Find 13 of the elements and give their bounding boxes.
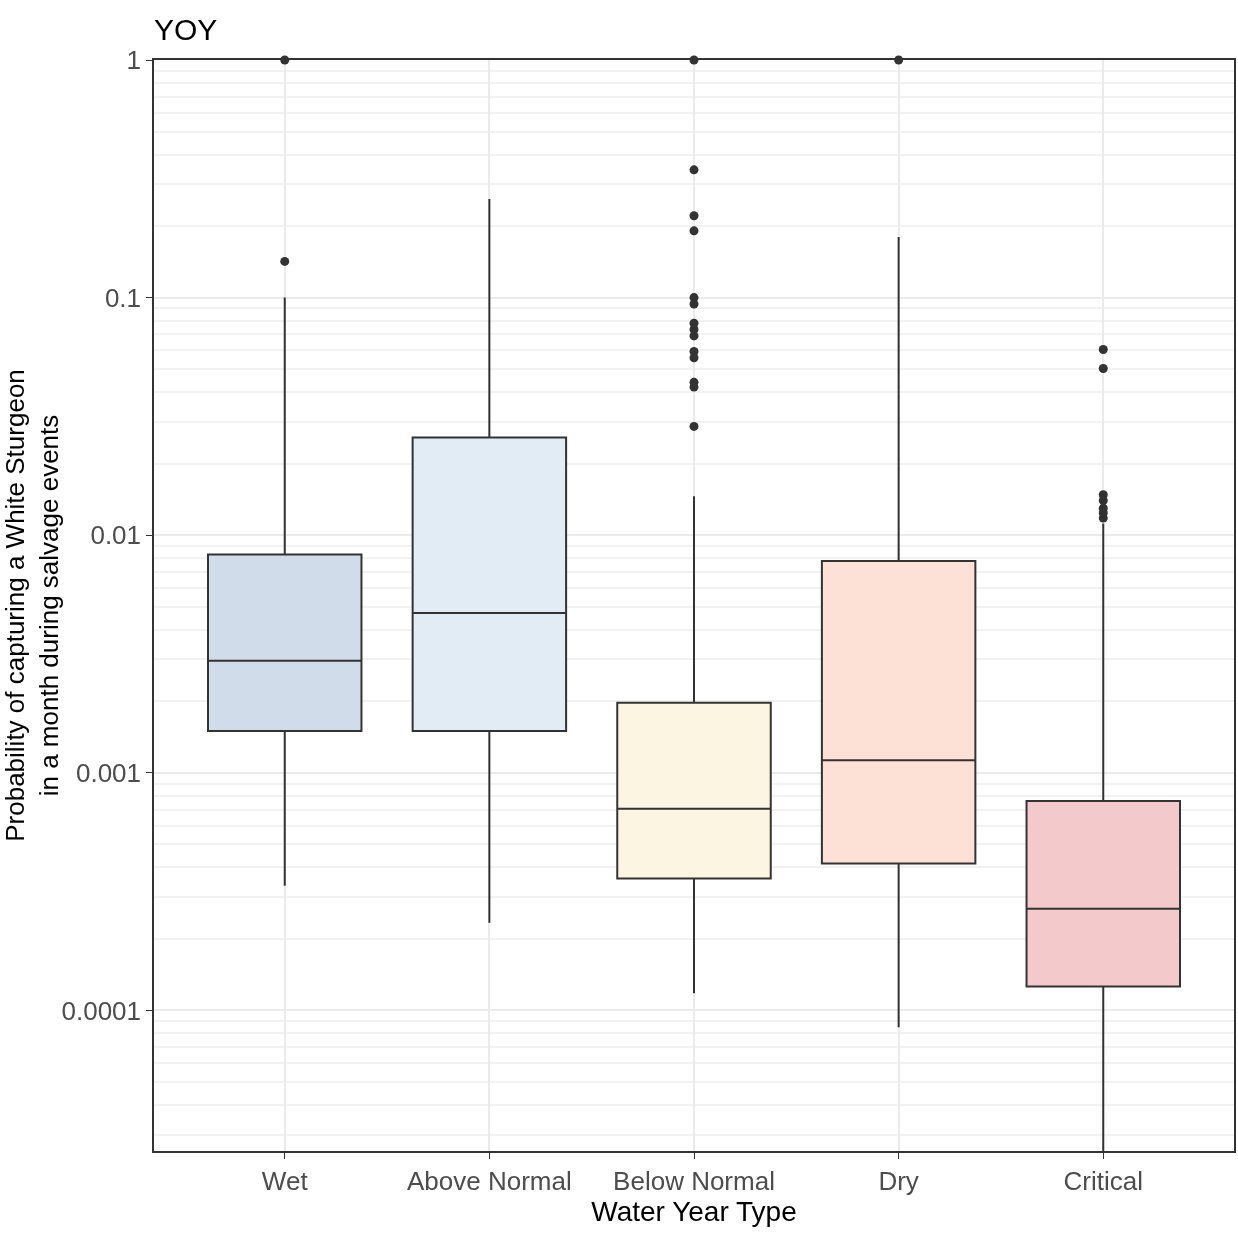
- chart-title: YOY: [154, 12, 218, 46]
- x-tick-label: Above Normal: [407, 1165, 572, 1196]
- y-tick-label: 0.1: [104, 282, 142, 313]
- x-tick-label: Wet: [261, 1165, 309, 1196]
- y-axis-title: Probability of capturing a White Sturgeon in a month during salvage events: [0, 369, 64, 842]
- x-tick-label: Critical: [1063, 1165, 1143, 1196]
- y-tick-label: 0.0001: [61, 995, 142, 1026]
- x-axis-title: Water Year Type: [591, 1195, 797, 1227]
- y-tick-label: 0.01: [90, 520, 142, 551]
- x-tick-label: Below Normal: [613, 1165, 775, 1196]
- y-tick-label: 1: [126, 45, 142, 76]
- y-tick-label: 0.001: [75, 757, 142, 788]
- x-tick-label: Dry: [878, 1165, 919, 1196]
